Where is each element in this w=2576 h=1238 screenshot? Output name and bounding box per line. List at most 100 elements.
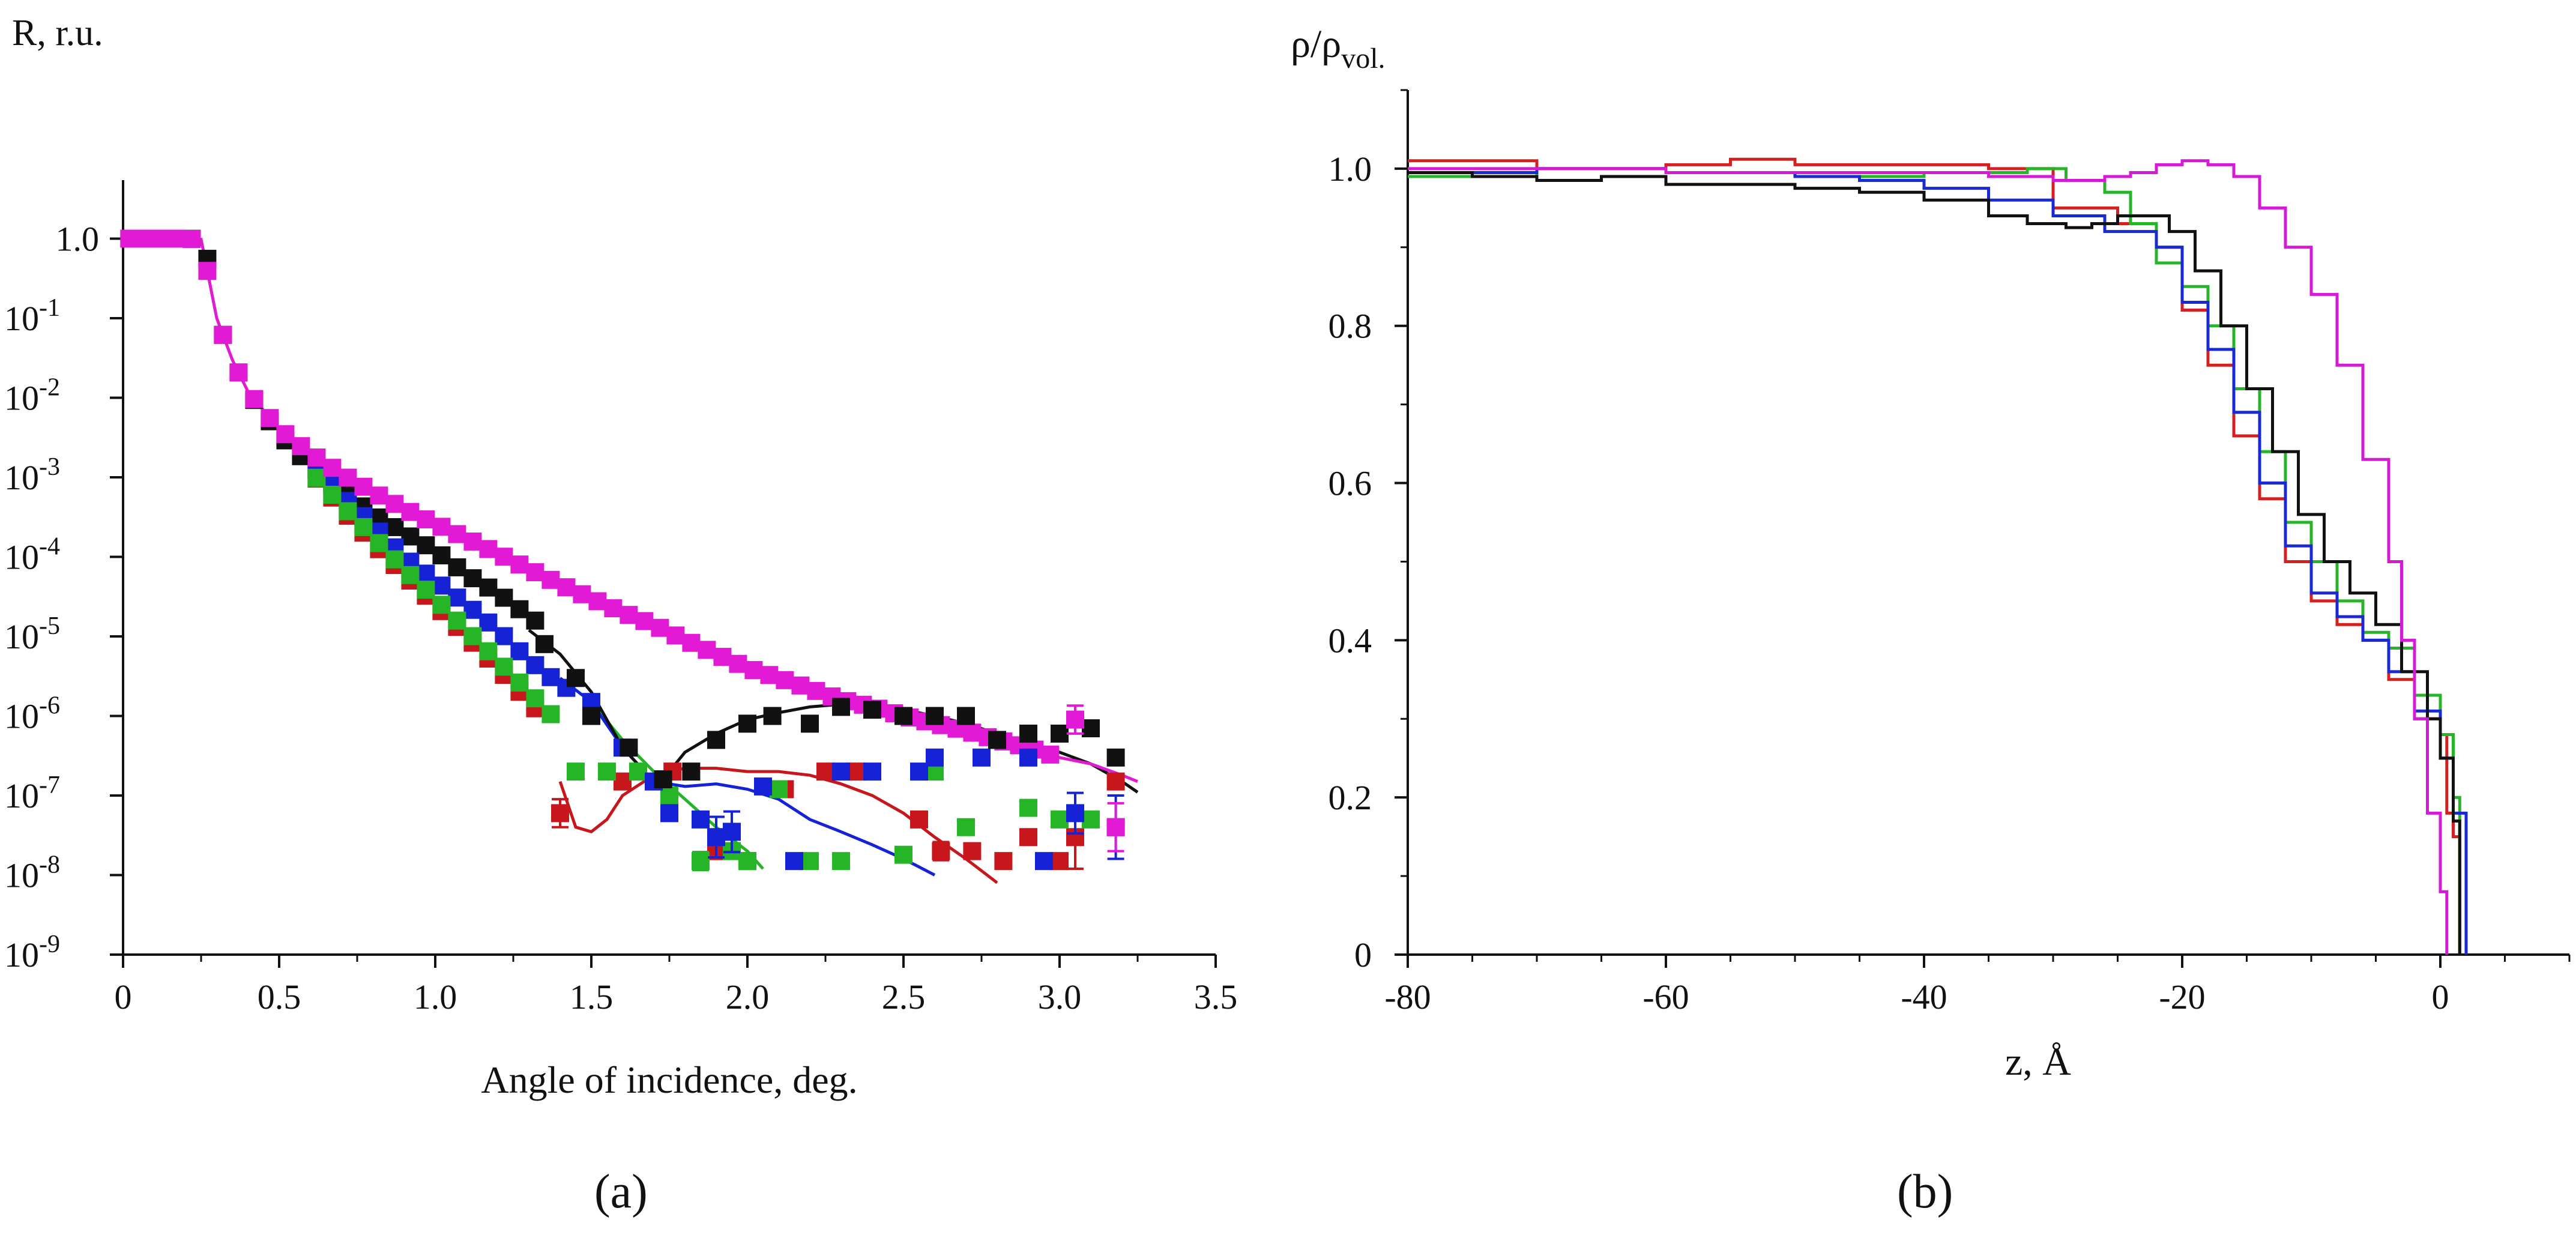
panel-a-marker xyxy=(760,666,779,684)
panel-a-marker xyxy=(791,676,810,695)
panel-a-data-point xyxy=(660,804,678,823)
panel-a-data-point xyxy=(926,707,944,725)
panel-a-data-point xyxy=(1019,828,1037,847)
panel-a-marker xyxy=(635,612,654,630)
panel-a-marker xyxy=(401,527,420,546)
panel-a-y-tick-label: 10-1 xyxy=(4,294,60,338)
panel-a-data-point xyxy=(692,810,710,829)
panel-a-x-tick-label: 3.5 xyxy=(1194,977,1238,1016)
panel-a-data-point xyxy=(785,852,803,871)
panel-a-marker xyxy=(432,546,451,564)
panel-a-marker xyxy=(495,657,513,676)
panel-a-marker xyxy=(167,229,186,248)
panel-a-y-tick-label: 10-6 xyxy=(4,692,60,736)
panel-a-marker xyxy=(401,503,420,521)
panel-a-marker xyxy=(417,581,435,599)
panel-a-marker xyxy=(698,641,716,659)
panel-a-data-point xyxy=(832,698,850,716)
panel-a-marker xyxy=(151,229,170,248)
panel-a-marker xyxy=(307,448,326,467)
panel-a-data-markers xyxy=(120,229,1125,872)
panel-a-marker xyxy=(557,578,576,597)
panel-a-marker xyxy=(463,600,482,619)
panel-a-data-point xyxy=(894,845,912,864)
panel-a-label: (a) xyxy=(594,1165,648,1218)
panel-a-data-point xyxy=(692,852,710,871)
panel-a-data-point xyxy=(629,762,647,781)
panel-b-profile-black xyxy=(1408,171,2461,955)
panel-a-marker xyxy=(276,425,295,444)
panel-a-x-tick-label: 0.5 xyxy=(258,977,301,1016)
panel-a-marker xyxy=(526,656,544,674)
panel-a-marker xyxy=(744,661,763,680)
panel-b-y-axis-label: ρ/ρvol. xyxy=(1291,22,1386,74)
panel-a-y-tick-label: 10-8 xyxy=(4,851,60,895)
panel-a-data-point xyxy=(620,738,638,757)
panel-a-data-point xyxy=(723,823,741,841)
panel-a-marker xyxy=(136,229,154,248)
panel-a-data-point xyxy=(816,762,834,781)
panel-a-fit-line-magenta xyxy=(123,237,1138,784)
panel-b-density-chart: -80 -60 -40 -20 0 0 0.2 0.4 0.6 0.8 1.0 ρ/ρvol. z,… xyxy=(1291,22,2571,1084)
panel-b-y-tick-label: 0.6 xyxy=(1329,464,1372,503)
panel-a-y-tick-label: 10-7 xyxy=(4,771,60,815)
panel-a-marker xyxy=(432,576,451,595)
panel-a-marker xyxy=(370,486,388,505)
panel-a-y-tick-label: 10-2 xyxy=(4,374,60,418)
panel-a-marker xyxy=(620,606,638,624)
panel-a-marker xyxy=(339,502,357,521)
panel-a-data-point xyxy=(582,707,600,725)
panel-a-marker xyxy=(307,468,326,487)
panel-a-marker xyxy=(807,681,825,700)
panel-a-x-tick-label: 0 xyxy=(115,977,132,1016)
panel-a-marker xyxy=(495,548,513,566)
panel-a-marker xyxy=(385,550,404,569)
panel-a-marker xyxy=(479,642,498,660)
panel-a-marker xyxy=(448,558,466,576)
panel-a-marker xyxy=(682,633,701,652)
panel-b-x-tick-label: -60 xyxy=(1642,977,1689,1016)
panel-a-data-point xyxy=(801,852,819,871)
panel-a-marker xyxy=(245,390,264,408)
panel-a-data-point xyxy=(707,828,725,847)
panel-a-data-point xyxy=(863,701,881,719)
panel-a-marker xyxy=(448,588,466,607)
panel-a-data-point xyxy=(1106,772,1125,791)
panel-a-marker xyxy=(229,363,248,382)
panel-a-x-tick-label: 2.5 xyxy=(882,977,926,1016)
panel-a-data-point xyxy=(832,762,850,781)
panel-a-data-point xyxy=(551,804,569,823)
panel-a-data-point xyxy=(763,707,782,725)
panel-b-x-tick-label: -20 xyxy=(2159,977,2205,1016)
panel-b-y-tick-label: 0 xyxy=(1354,935,1372,974)
panel-b-label: (b) xyxy=(1897,1165,1953,1218)
panel-a-x-tick-label: 1.0 xyxy=(414,977,457,1016)
panel-a-marker xyxy=(573,585,591,603)
panel-a-data-point xyxy=(1019,799,1037,817)
panel-a-marker xyxy=(666,626,685,645)
panel-a-data-point xyxy=(988,731,1006,749)
panel-a-marker xyxy=(651,618,669,637)
panel-a-reflectivity-chart: 0 0.5 1.0 1.5 2.0 2.5 3.0 3.5 1.0 10-1 10-2 10-3 10-… xyxy=(4,13,1237,1101)
panel-a-y-tick-label: 1.0 xyxy=(56,220,100,259)
panel-a-data-point xyxy=(1066,804,1084,823)
panel-a-x-tick-label: 3.0 xyxy=(1038,977,1082,1016)
panel-b-y-tick-label: 0.4 xyxy=(1329,621,1372,660)
panel-b-x-axis-label: z, Å xyxy=(2005,1040,2071,1084)
panel-a-data-point xyxy=(910,810,928,829)
panel-a-data-point xyxy=(1051,810,1069,829)
panel-a-marker xyxy=(370,534,388,552)
panel-a-marker xyxy=(541,570,560,589)
panel-a-data-point xyxy=(738,714,756,733)
panel-a-marker xyxy=(510,642,529,660)
panel-a-marker xyxy=(510,673,529,692)
panel-a-data-point xyxy=(963,842,982,860)
panel-a-data-point xyxy=(863,762,881,781)
panel-a-ticks: 0 0.5 1.0 1.5 2.0 2.5 3.0 3.5 1.0 10-1 10-2 10-3 10-… xyxy=(4,220,1237,1017)
panel-a-marker xyxy=(729,654,747,673)
panel-a-marker xyxy=(182,229,201,248)
panel-a-marker xyxy=(541,705,560,723)
panel-b-y-tick-label: 0.8 xyxy=(1329,307,1372,346)
panel-a-data-point xyxy=(1019,724,1037,743)
panel-a-x-tick-label: 2.0 xyxy=(726,977,770,1016)
